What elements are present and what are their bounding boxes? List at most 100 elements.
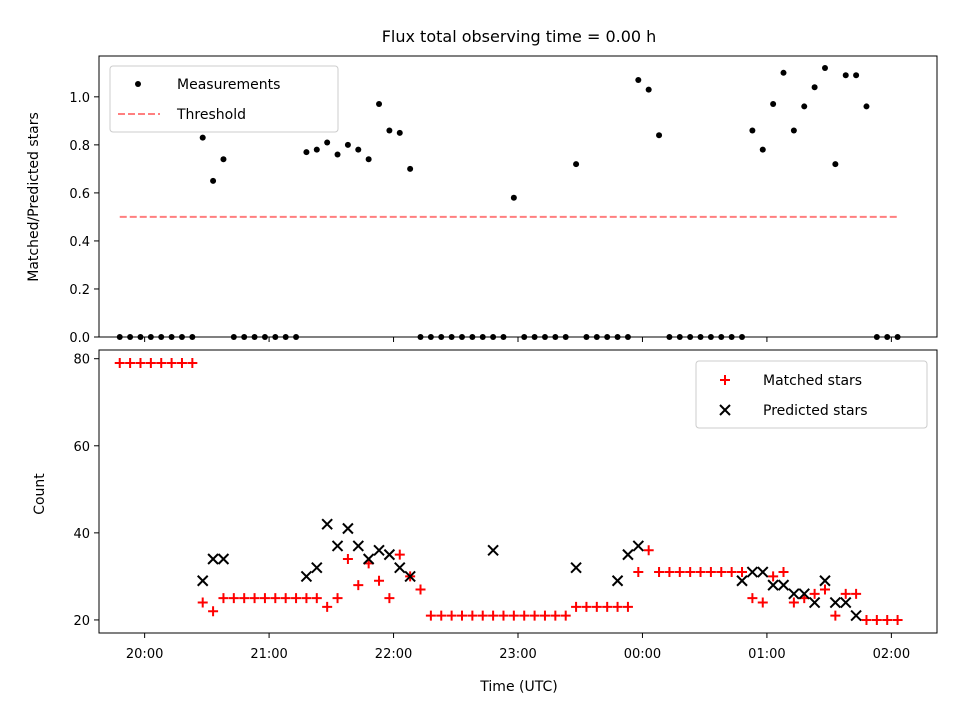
y-tick-label: 1.0 <box>69 91 90 106</box>
legend-top: Measurements Threshold <box>109 65 339 133</box>
matched-star-point <box>539 610 550 621</box>
predicted-star-point <box>331 540 344 552</box>
axes-frame <box>98 349 938 634</box>
matched-star-point <box>436 610 447 621</box>
predicted-star-point <box>798 588 810 600</box>
matched-star-point <box>716 567 727 578</box>
matched-star-point <box>291 593 302 604</box>
y-tick-label: 40 <box>73 527 90 542</box>
matched-star-point <box>747 593 758 604</box>
matched-star-point <box>633 567 644 578</box>
legend-label-matched: Matched stars <box>763 373 862 389</box>
matched-star-point <box>851 588 862 599</box>
measurement-point <box>334 151 341 158</box>
x-tick-label: 02:00 <box>873 647 910 662</box>
matched-star-point <box>819 584 830 595</box>
matched-star-point <box>176 358 187 369</box>
matched-star-point <box>301 593 312 604</box>
measurement-point <box>832 161 839 168</box>
legend-marker-measurements <box>135 81 141 87</box>
y-axis-title-top: Matched/Predicted stars <box>26 112 42 282</box>
y-tick-label: 0.4 <box>69 235 90 250</box>
predicted-star-point <box>207 553 219 565</box>
matched-star-point <box>353 580 364 591</box>
x-tick-label: 23:00 <box>499 647 536 662</box>
measurement-point <box>811 84 818 91</box>
y-tick-label: 80 <box>73 353 90 368</box>
predicted-star-point <box>829 596 842 609</box>
matched-star-point <box>612 601 623 612</box>
measurement-point <box>801 103 808 110</box>
matched-star-point <box>187 358 198 369</box>
matched-star-point <box>809 588 820 599</box>
measurement-point <box>344 141 351 148</box>
matched-star-point <box>726 567 737 578</box>
y-tick-label: 0.6 <box>69 187 90 202</box>
y-axis-title-bottom: Count <box>32 473 48 515</box>
matched-star-point <box>415 584 426 595</box>
legend-label-measurements: Measurements <box>177 77 280 93</box>
x-tick-label: 20:00 <box>126 647 163 662</box>
matched-star-point <box>259 593 270 604</box>
predicted-star-point <box>570 561 582 574</box>
matched-star-point <box>342 553 353 564</box>
matched-star-point <box>114 358 125 369</box>
y-tick-label: 0.0 <box>69 331 90 346</box>
measurement-point <box>821 65 828 72</box>
top-plot-area: 0.0 0.2 0.4 0.6 0.8 1.0 Measurements Threshold <box>69 55 938 346</box>
matched-star-point <box>145 358 156 369</box>
predicted-star-point <box>632 540 645 552</box>
measurement-point <box>749 127 756 134</box>
measurement-point <box>759 146 766 153</box>
predicted-star-point <box>217 553 230 565</box>
matched-star-point <box>882 614 893 625</box>
predicted-star-point <box>404 570 416 583</box>
matched-star-point <box>498 610 509 621</box>
y-tick-label: 60 <box>73 440 90 455</box>
predicted-star-point <box>342 522 354 535</box>
x-tick-label: 00:00 <box>624 647 661 662</box>
measurement-point <box>853 72 860 79</box>
matched-star-point <box>239 593 250 604</box>
predicted-star-point <box>383 548 396 561</box>
measurement-point <box>510 194 517 201</box>
measurement-point <box>770 101 777 108</box>
matched-star-point <box>685 567 696 578</box>
matched-star-point <box>270 593 281 604</box>
predicted-star-point <box>373 544 385 556</box>
matched-star-point <box>695 567 706 578</box>
predicted-star-point <box>487 544 499 556</box>
measurement-point <box>573 161 580 168</box>
predicted-star-point <box>808 596 821 609</box>
matched-star-point <box>550 610 561 621</box>
predicted-star-point <box>197 575 209 587</box>
measurement-point <box>407 165 414 172</box>
matched-star-point <box>571 601 582 612</box>
axes-frame <box>98 55 938 338</box>
matched-star-point <box>830 610 841 621</box>
predicted-star-point <box>300 570 313 583</box>
legend-box <box>109 65 339 133</box>
predicted-star-point <box>788 588 800 600</box>
measurement-point <box>199 134 206 141</box>
matched-star-point <box>768 571 779 582</box>
measurement-point <box>780 69 787 76</box>
matched-star-point <box>228 593 239 604</box>
matched-star-point <box>560 610 571 621</box>
matched-star-point <box>529 610 540 621</box>
measurement-point <box>303 149 310 156</box>
matched-star-point <box>456 610 467 621</box>
matched-star-point <box>788 597 799 608</box>
matched-star-point <box>394 549 405 560</box>
predicted-star-point <box>611 575 624 587</box>
predicted-star-point <box>850 609 862 622</box>
matched-star-point <box>778 567 789 578</box>
predicted-star-point <box>622 548 634 561</box>
matched-star-point <box>322 601 333 612</box>
predicted-star-point <box>736 575 748 587</box>
measurement-point <box>396 129 403 136</box>
matched-star-point <box>467 610 478 621</box>
matched-star-point <box>705 567 716 578</box>
matched-star-point <box>591 601 602 612</box>
